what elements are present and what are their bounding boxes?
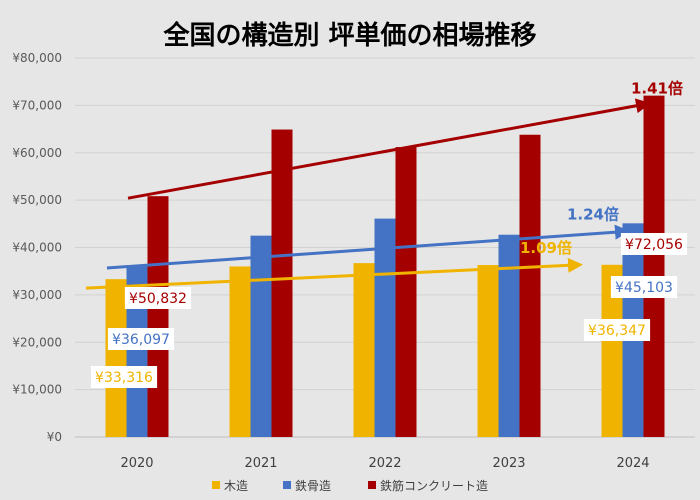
data-label-box — [124, 287, 192, 309]
data-label: ¥33,316 — [90, 366, 158, 388]
x-tick-label: 2023 — [492, 456, 525, 471]
y-tick-label: ¥0 — [47, 430, 62, 444]
x-tick-label: 2020 — [120, 456, 153, 471]
data-label-box — [620, 233, 688, 255]
y-axis-ticks: ¥0 ¥10,000 ¥20,000 ¥30,000 ¥40,000 ¥50,000 ¥60… — [12, 51, 62, 444]
bar-steel-2022 — [374, 218, 396, 437]
legend-label: 木造 — [224, 479, 248, 493]
data-label-box — [90, 366, 158, 388]
bar-wood-2022 — [353, 263, 375, 437]
bar-rc-2022 — [395, 147, 417, 437]
y-tick-label: ¥10,000 — [12, 383, 62, 397]
y-tick-label: ¥60,000 — [12, 146, 62, 160]
trend-ratio-label: 1.09倍 — [520, 239, 572, 257]
bar-rc-2024 — [643, 95, 665, 437]
x-tick-label: 2024 — [616, 456, 649, 471]
data-label-text: ¥36,347 — [588, 323, 646, 339]
legend-swatch — [212, 481, 220, 489]
legend-label: 鉄筋コンクリート造 — [380, 478, 488, 493]
bar-wood-2020 — [105, 279, 127, 437]
trend-arrow-line — [85, 257, 583, 290]
bar-wood-2023 — [477, 265, 499, 437]
x-axis-ticks: 2020 2021 2022 2023 2024 — [120, 456, 649, 471]
data-label-text: ¥33,316 — [95, 370, 153, 386]
x-tick-label: 2022 — [368, 456, 401, 471]
data-label-box — [107, 328, 175, 350]
bars — [105, 95, 665, 437]
trend-arrow-line — [127, 98, 651, 200]
bar-wood-2021 — [229, 266, 251, 437]
data-label-box — [610, 276, 678, 298]
legend-label: 鉄骨造 — [295, 478, 331, 493]
legend-swatch — [368, 481, 376, 489]
data-label-box — [583, 319, 651, 341]
data-label: ¥36,347 — [583, 319, 651, 341]
y-tick-label: ¥20,000 — [12, 335, 62, 349]
trend-ratio-label: 1.41倍 — [631, 80, 683, 98]
y-tick-label: ¥80,000 — [12, 51, 62, 65]
trend-ratio-label: 1.24倍 — [567, 205, 619, 223]
bar-steel-2021 — [250, 235, 272, 437]
trend-arrows: 1.09倍 1.24倍 1.41倍 — [85, 80, 683, 290]
data-label-text: ¥72,056 — [625, 237, 683, 253]
legend: 木造 鉄骨造 鉄筋コンクリート造 — [212, 478, 488, 493]
data-label: ¥50,832 — [124, 287, 192, 309]
legend-swatch — [283, 481, 291, 489]
data-label-text: ¥36,097 — [112, 332, 170, 348]
bar-steel-2023 — [498, 234, 520, 437]
bar-rc-2023 — [519, 134, 541, 437]
y-tick-label: ¥50,000 — [12, 193, 62, 207]
data-label: ¥45,103 — [610, 276, 678, 298]
trend-arrow-line — [106, 224, 630, 270]
data-label-text: ¥45,103 — [615, 280, 673, 296]
data-label: ¥36,097 — [107, 328, 175, 350]
x-tick-label: 2021 — [244, 456, 277, 471]
bar-rc-2020 — [147, 196, 169, 437]
y-tick-label: ¥30,000 — [12, 288, 62, 302]
data-labels: ¥33,316 ¥36,097 ¥50,832 ¥36,347 ¥45,103 ¥72,0… — [90, 233, 688, 388]
chart-title: 全国の構造別 坪単価の相場推移 — [162, 20, 536, 51]
y-tick-label: ¥40,000 — [12, 241, 62, 255]
data-label-text: ¥50,832 — [129, 291, 187, 307]
bar-rc-2021 — [271, 129, 293, 437]
bar-wood-2024 — [601, 264, 623, 437]
y-tick-label: ¥70,000 — [12, 98, 62, 112]
data-label: ¥72,056 — [620, 233, 688, 255]
